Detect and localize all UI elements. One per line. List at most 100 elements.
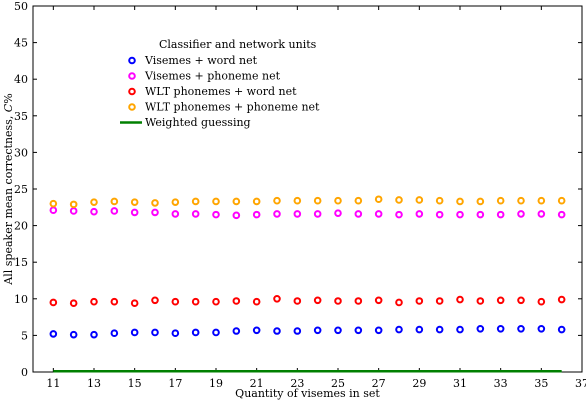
data-point <box>456 295 464 304</box>
legend-label: Visemes + word net <box>144 54 258 67</box>
data-point <box>191 328 200 337</box>
data-point <box>171 297 180 306</box>
data-point <box>476 297 485 305</box>
data-point <box>110 207 119 215</box>
x-tick-label: 37 <box>575 377 586 390</box>
series-3 <box>49 195 566 209</box>
data-point <box>232 297 241 305</box>
data-point <box>232 327 241 335</box>
data-point <box>49 330 58 338</box>
legend-marker <box>128 72 136 80</box>
data-point <box>110 197 119 206</box>
data-point <box>130 208 139 217</box>
series-0 <box>49 325 566 339</box>
data-point <box>435 297 444 305</box>
y-tick-label: 35 <box>14 110 28 123</box>
data-point <box>334 326 342 335</box>
y-tick-label: 0 <box>21 366 28 379</box>
data-point <box>354 196 363 205</box>
data-point <box>476 325 485 333</box>
data-point <box>557 325 566 334</box>
data-point <box>110 329 119 338</box>
y-tick-label: 50 <box>14 0 28 13</box>
data-point <box>395 196 403 204</box>
x-tick-label: 33 <box>494 377 508 390</box>
data-point <box>232 211 241 220</box>
data-point <box>456 197 464 206</box>
data-point <box>354 326 363 335</box>
series-1 <box>49 206 566 220</box>
data-point <box>151 199 159 207</box>
series-layer <box>49 195 566 373</box>
legend-marker <box>128 87 136 96</box>
y-axis-title: All speaker mean correctness, C% <box>2 93 15 285</box>
data-point <box>313 296 322 305</box>
data-point <box>171 210 180 218</box>
data-point <box>90 207 98 216</box>
data-point <box>252 326 261 335</box>
legend-label: WLT phonemes + phoneme net <box>145 101 320 114</box>
data-point <box>151 208 159 217</box>
data-point <box>191 297 200 306</box>
data-point <box>496 296 505 305</box>
data-point <box>537 196 546 205</box>
data-point <box>456 210 464 219</box>
data-point <box>273 210 281 218</box>
x-tick-label: 29 <box>412 377 426 390</box>
data-point <box>537 297 546 306</box>
data-point <box>496 325 505 333</box>
data-point <box>456 325 464 334</box>
data-point <box>151 296 159 305</box>
legend-marker <box>128 56 136 65</box>
tick-labels: 11 13 15 17 19 21 23 25 27 29 31 33 35 37 0 5 10 15 20 25 30… <box>14 0 586 390</box>
x-tick-label: 21 <box>250 377 264 390</box>
y-tick-label: 15 <box>14 256 28 269</box>
x-tick-label: 25 <box>331 377 345 390</box>
x-tick-label: 17 <box>168 377 182 390</box>
data-point <box>212 297 220 306</box>
legend-marker <box>128 103 136 111</box>
x-tick-label: 27 <box>372 377 386 390</box>
data-point <box>212 210 220 219</box>
data-point <box>191 197 200 206</box>
data-point <box>517 325 525 333</box>
data-point <box>90 198 98 206</box>
data-point <box>334 196 342 205</box>
y-tick-label: 5 <box>21 329 28 342</box>
data-point <box>557 295 566 304</box>
y-tick-label: 25 <box>14 183 28 196</box>
data-point <box>374 296 383 305</box>
data-point <box>313 326 322 335</box>
data-point <box>171 198 180 206</box>
data-point <box>415 196 424 204</box>
data-point <box>435 325 444 334</box>
x-tick-label: 23 <box>290 377 304 390</box>
data-point <box>354 297 363 305</box>
data-point <box>334 209 342 217</box>
data-point <box>496 196 505 205</box>
legend-label: Weighted guessing <box>145 116 251 129</box>
data-point <box>212 197 220 206</box>
data-point <box>232 197 241 206</box>
data-point <box>273 196 281 205</box>
data-point <box>415 210 424 218</box>
data-point <box>130 198 139 206</box>
data-point <box>252 297 261 306</box>
data-point <box>537 210 546 218</box>
data-point <box>293 327 302 335</box>
x-tick-label: 35 <box>534 377 548 390</box>
y-tick-label: 45 <box>14 37 28 50</box>
data-point <box>496 210 505 219</box>
data-point <box>191 210 200 218</box>
data-point <box>395 298 403 307</box>
data-point <box>313 210 322 218</box>
data-point <box>293 210 302 218</box>
x-tick-label: 11 <box>46 377 60 390</box>
data-point <box>395 325 403 334</box>
data-point <box>517 296 525 305</box>
data-point <box>212 328 220 337</box>
data-point <box>537 325 546 333</box>
